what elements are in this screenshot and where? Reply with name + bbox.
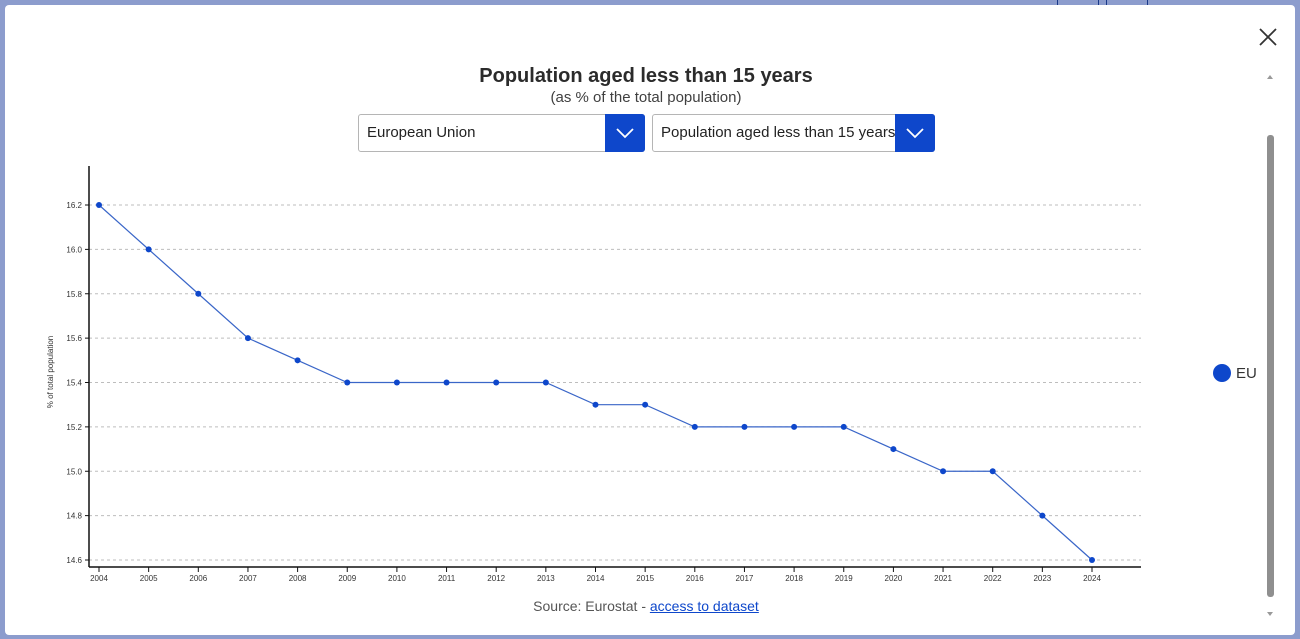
- chart-title: Population aged less than 15 years: [479, 65, 813, 87]
- data-point-2024: [1089, 557, 1095, 563]
- y-tick-label: 14.8: [66, 512, 82, 521]
- data-point-2006: [195, 290, 202, 297]
- indicator-select[interactable]: Population aged less than 15 years: [652, 114, 935, 152]
- data-point-2013: [542, 379, 549, 386]
- data-point-2022: [989, 468, 996, 475]
- data-point-2010: [393, 379, 400, 386]
- scroll-down-arrow-icon[interactable]: [1267, 612, 1273, 616]
- data-point-2014: [592, 401, 599, 408]
- indicator-select-toggle[interactable]: [895, 114, 935, 152]
- x-tick-label: 2024: [1083, 574, 1101, 583]
- x-tick-label: 2004: [90, 574, 108, 583]
- data-point-2020: [890, 446, 897, 453]
- data-point-2021: [940, 468, 947, 475]
- chart-subtitle: (as % of the total population): [550, 89, 742, 106]
- y-tick-label: 15.2: [66, 423, 82, 432]
- data-point-2019: [840, 423, 847, 430]
- x-tick-label: 2005: [140, 574, 158, 583]
- y-axis-label: % of total population: [46, 336, 55, 409]
- y-tick-label: 16.2: [66, 201, 82, 210]
- chevron-down-icon: [906, 128, 924, 139]
- x-tick-label: 2012: [487, 574, 505, 583]
- y-tick-label: 15.0: [66, 467, 82, 476]
- x-tick-label: 2009: [338, 574, 356, 583]
- scroll-up-arrow-icon[interactable]: [1267, 75, 1273, 79]
- y-tick-label: 15.4: [66, 379, 82, 388]
- geo-select[interactable]: European Union: [358, 114, 645, 152]
- data-point-2015: [642, 401, 649, 408]
- y-tick-label: 15.8: [66, 290, 82, 299]
- access-dataset-link[interactable]: access to dataset: [649, 598, 759, 614]
- x-tick-label: 2016: [686, 574, 704, 583]
- geo-select-toggle[interactable]: [605, 114, 645, 152]
- close-button[interactable]: [1256, 25, 1280, 49]
- x-tick-label: 2007: [239, 574, 257, 583]
- data-point-2016: [691, 423, 698, 430]
- chart-modal: Population aged less than 15 years (as %…: [5, 5, 1295, 635]
- x-tick-label: 2017: [736, 574, 754, 583]
- chevron-down-icon: [616, 128, 634, 139]
- x-tick-label: 2008: [289, 574, 307, 583]
- data-point-2012: [493, 379, 500, 386]
- x-tick-label: 2011: [438, 574, 456, 583]
- x-tick-label: 2013: [537, 574, 555, 583]
- data-point-2017: [741, 423, 748, 430]
- scrollbar-thumb[interactable]: [1267, 135, 1274, 597]
- x-tick-label: 2014: [587, 574, 605, 583]
- data-point-2009: [344, 379, 351, 386]
- geo-select-value: European Union: [367, 124, 476, 141]
- source-prefix: Source: Eurostat -: [533, 598, 650, 614]
- data-point-2007: [244, 335, 251, 342]
- data-point-2023: [1039, 512, 1046, 519]
- x-tick-label: 2015: [636, 574, 654, 583]
- data-point-2005: [145, 246, 152, 253]
- indicator-select-value: Population aged less than 15 years: [661, 124, 896, 141]
- y-tick-label: 16.0: [66, 245, 82, 254]
- y-tick-label: 14.6: [66, 556, 82, 565]
- close-icon: [1259, 28, 1277, 46]
- data-point-2018: [791, 423, 798, 430]
- x-tick-label: 2010: [388, 574, 406, 583]
- x-tick-label: 2023: [1033, 574, 1051, 583]
- data-point-2008: [294, 357, 301, 364]
- data-point-2004: [96, 202, 102, 208]
- line-chart: 14.6 14.8 15.0 15.2 15.4 15.6 15.8 16.0 16.2 200…: [46, 166, 1141, 583]
- y-tick-label: 15.6: [66, 334, 82, 343]
- x-tick-label: 2006: [189, 574, 207, 583]
- legend-marker: [1213, 364, 1231, 382]
- source-note: Source: Eurostat - access to dataset: [5, 598, 1287, 614]
- x-tick-label: 2018: [785, 574, 803, 583]
- vertical-scrollbar[interactable]: [1264, 73, 1276, 618]
- data-point-2011: [443, 379, 450, 386]
- x-tick-label: 2021: [934, 574, 952, 583]
- x-tick-label: 2020: [885, 574, 903, 583]
- x-tick-label: 2019: [835, 574, 853, 583]
- legend-label: EU: [1236, 364, 1257, 382]
- x-tick-label: 2022: [984, 574, 1002, 583]
- legend-item-eu[interactable]: EU: [1213, 363, 1257, 383]
